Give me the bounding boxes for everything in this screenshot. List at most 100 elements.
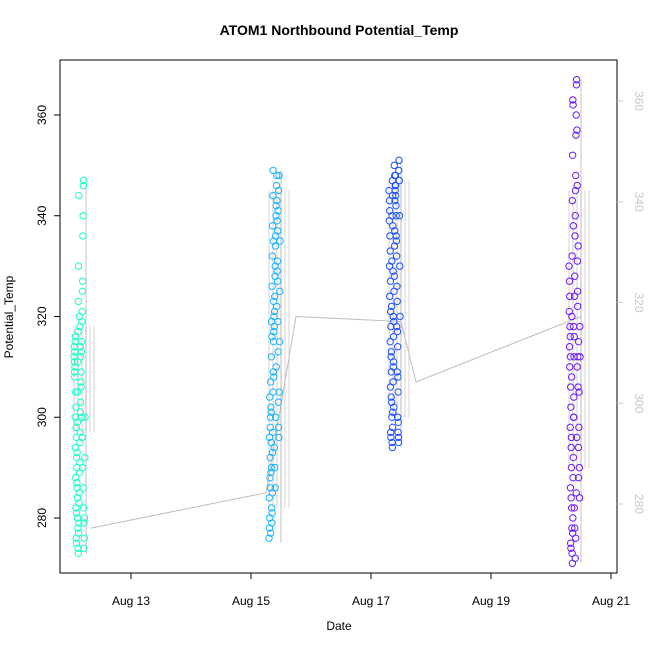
data-point <box>270 443 278 452</box>
data-point <box>565 343 574 351</box>
y-tick-label: 340 <box>35 205 49 225</box>
data-point <box>273 267 281 275</box>
data-point <box>273 196 281 205</box>
data-point <box>268 332 276 341</box>
data-point <box>393 343 402 351</box>
data-point <box>392 201 400 210</box>
data-point <box>71 443 80 452</box>
data-point <box>74 297 83 306</box>
data-point <box>77 378 85 386</box>
data-point <box>576 353 584 361</box>
data-group-4 <box>565 76 590 568</box>
data-point <box>574 337 583 346</box>
x-axis-label: Date <box>326 619 352 633</box>
data-point <box>80 514 89 522</box>
data-point <box>267 353 276 361</box>
data-point <box>74 524 82 532</box>
data-point <box>566 539 575 547</box>
data-point <box>569 474 577 482</box>
data-point <box>565 262 573 270</box>
data-point <box>572 433 581 442</box>
data-point <box>270 373 278 381</box>
data-point <box>78 433 86 442</box>
data-point <box>388 423 397 432</box>
data-point <box>392 191 400 200</box>
data-point <box>270 312 278 321</box>
data-point <box>268 519 276 527</box>
data-point <box>271 292 279 301</box>
data-point <box>571 186 580 195</box>
data-point <box>566 363 574 371</box>
data-point <box>574 383 582 391</box>
data-point <box>575 494 584 502</box>
data-point <box>572 171 580 180</box>
data-point <box>391 171 399 180</box>
data-point <box>266 529 275 537</box>
data-point <box>267 468 275 477</box>
data-point <box>573 257 582 265</box>
data-point <box>76 438 84 447</box>
data-point <box>389 408 397 416</box>
data-point <box>270 327 278 336</box>
group-trace <box>73 180 95 554</box>
data-point <box>77 348 86 356</box>
x-axis: Aug 13 Aug 15 Aug 17 Aug 19 Aug 21 <box>112 573 630 608</box>
data-point <box>268 282 276 290</box>
data-point <box>80 519 88 527</box>
data-point <box>72 423 80 432</box>
y-right-tick-label: 320 <box>632 292 646 312</box>
data-point <box>388 257 396 265</box>
data-point <box>79 181 88 190</box>
data-point <box>79 212 87 220</box>
data-point <box>270 307 279 316</box>
data-point <box>573 126 581 134</box>
data-point <box>77 353 85 361</box>
data-point <box>79 232 87 240</box>
data-point <box>391 227 399 235</box>
data-point <box>75 191 83 200</box>
data-point <box>271 262 279 270</box>
data-point <box>269 428 277 437</box>
data-point <box>568 524 576 532</box>
data-point <box>390 403 398 411</box>
data-point <box>266 413 275 421</box>
data-point <box>392 237 401 245</box>
data-point <box>71 474 80 482</box>
data-point <box>567 463 576 472</box>
data-point <box>274 423 283 432</box>
data-point <box>394 418 403 426</box>
data-point <box>566 383 575 391</box>
data-point <box>570 332 578 341</box>
data-point <box>571 232 579 240</box>
data-point <box>271 484 279 492</box>
data-point <box>574 353 582 361</box>
data-point <box>386 292 394 301</box>
data-point <box>268 252 277 260</box>
data-point <box>567 504 576 512</box>
data-point <box>386 247 394 255</box>
data-point <box>396 262 404 270</box>
data-point <box>79 504 88 512</box>
data-point <box>274 186 283 195</box>
data-point <box>274 348 282 356</box>
x-tick-label: Aug 15 <box>232 594 270 608</box>
data-point <box>568 196 577 205</box>
data-point <box>75 519 83 527</box>
data-point <box>575 423 583 432</box>
data-point <box>573 363 581 371</box>
data-point <box>572 534 580 542</box>
data-point <box>275 388 284 396</box>
data-point <box>566 484 575 492</box>
data-point <box>78 287 87 296</box>
data-point <box>570 413 578 421</box>
data-point <box>75 312 83 321</box>
y-tick-label: 300 <box>35 407 49 427</box>
data-point <box>574 443 583 452</box>
data-point <box>393 327 402 336</box>
data-point <box>77 383 85 391</box>
data-point <box>73 388 82 396</box>
data-point <box>276 287 284 296</box>
data-point <box>265 433 274 442</box>
data-point <box>272 181 281 190</box>
